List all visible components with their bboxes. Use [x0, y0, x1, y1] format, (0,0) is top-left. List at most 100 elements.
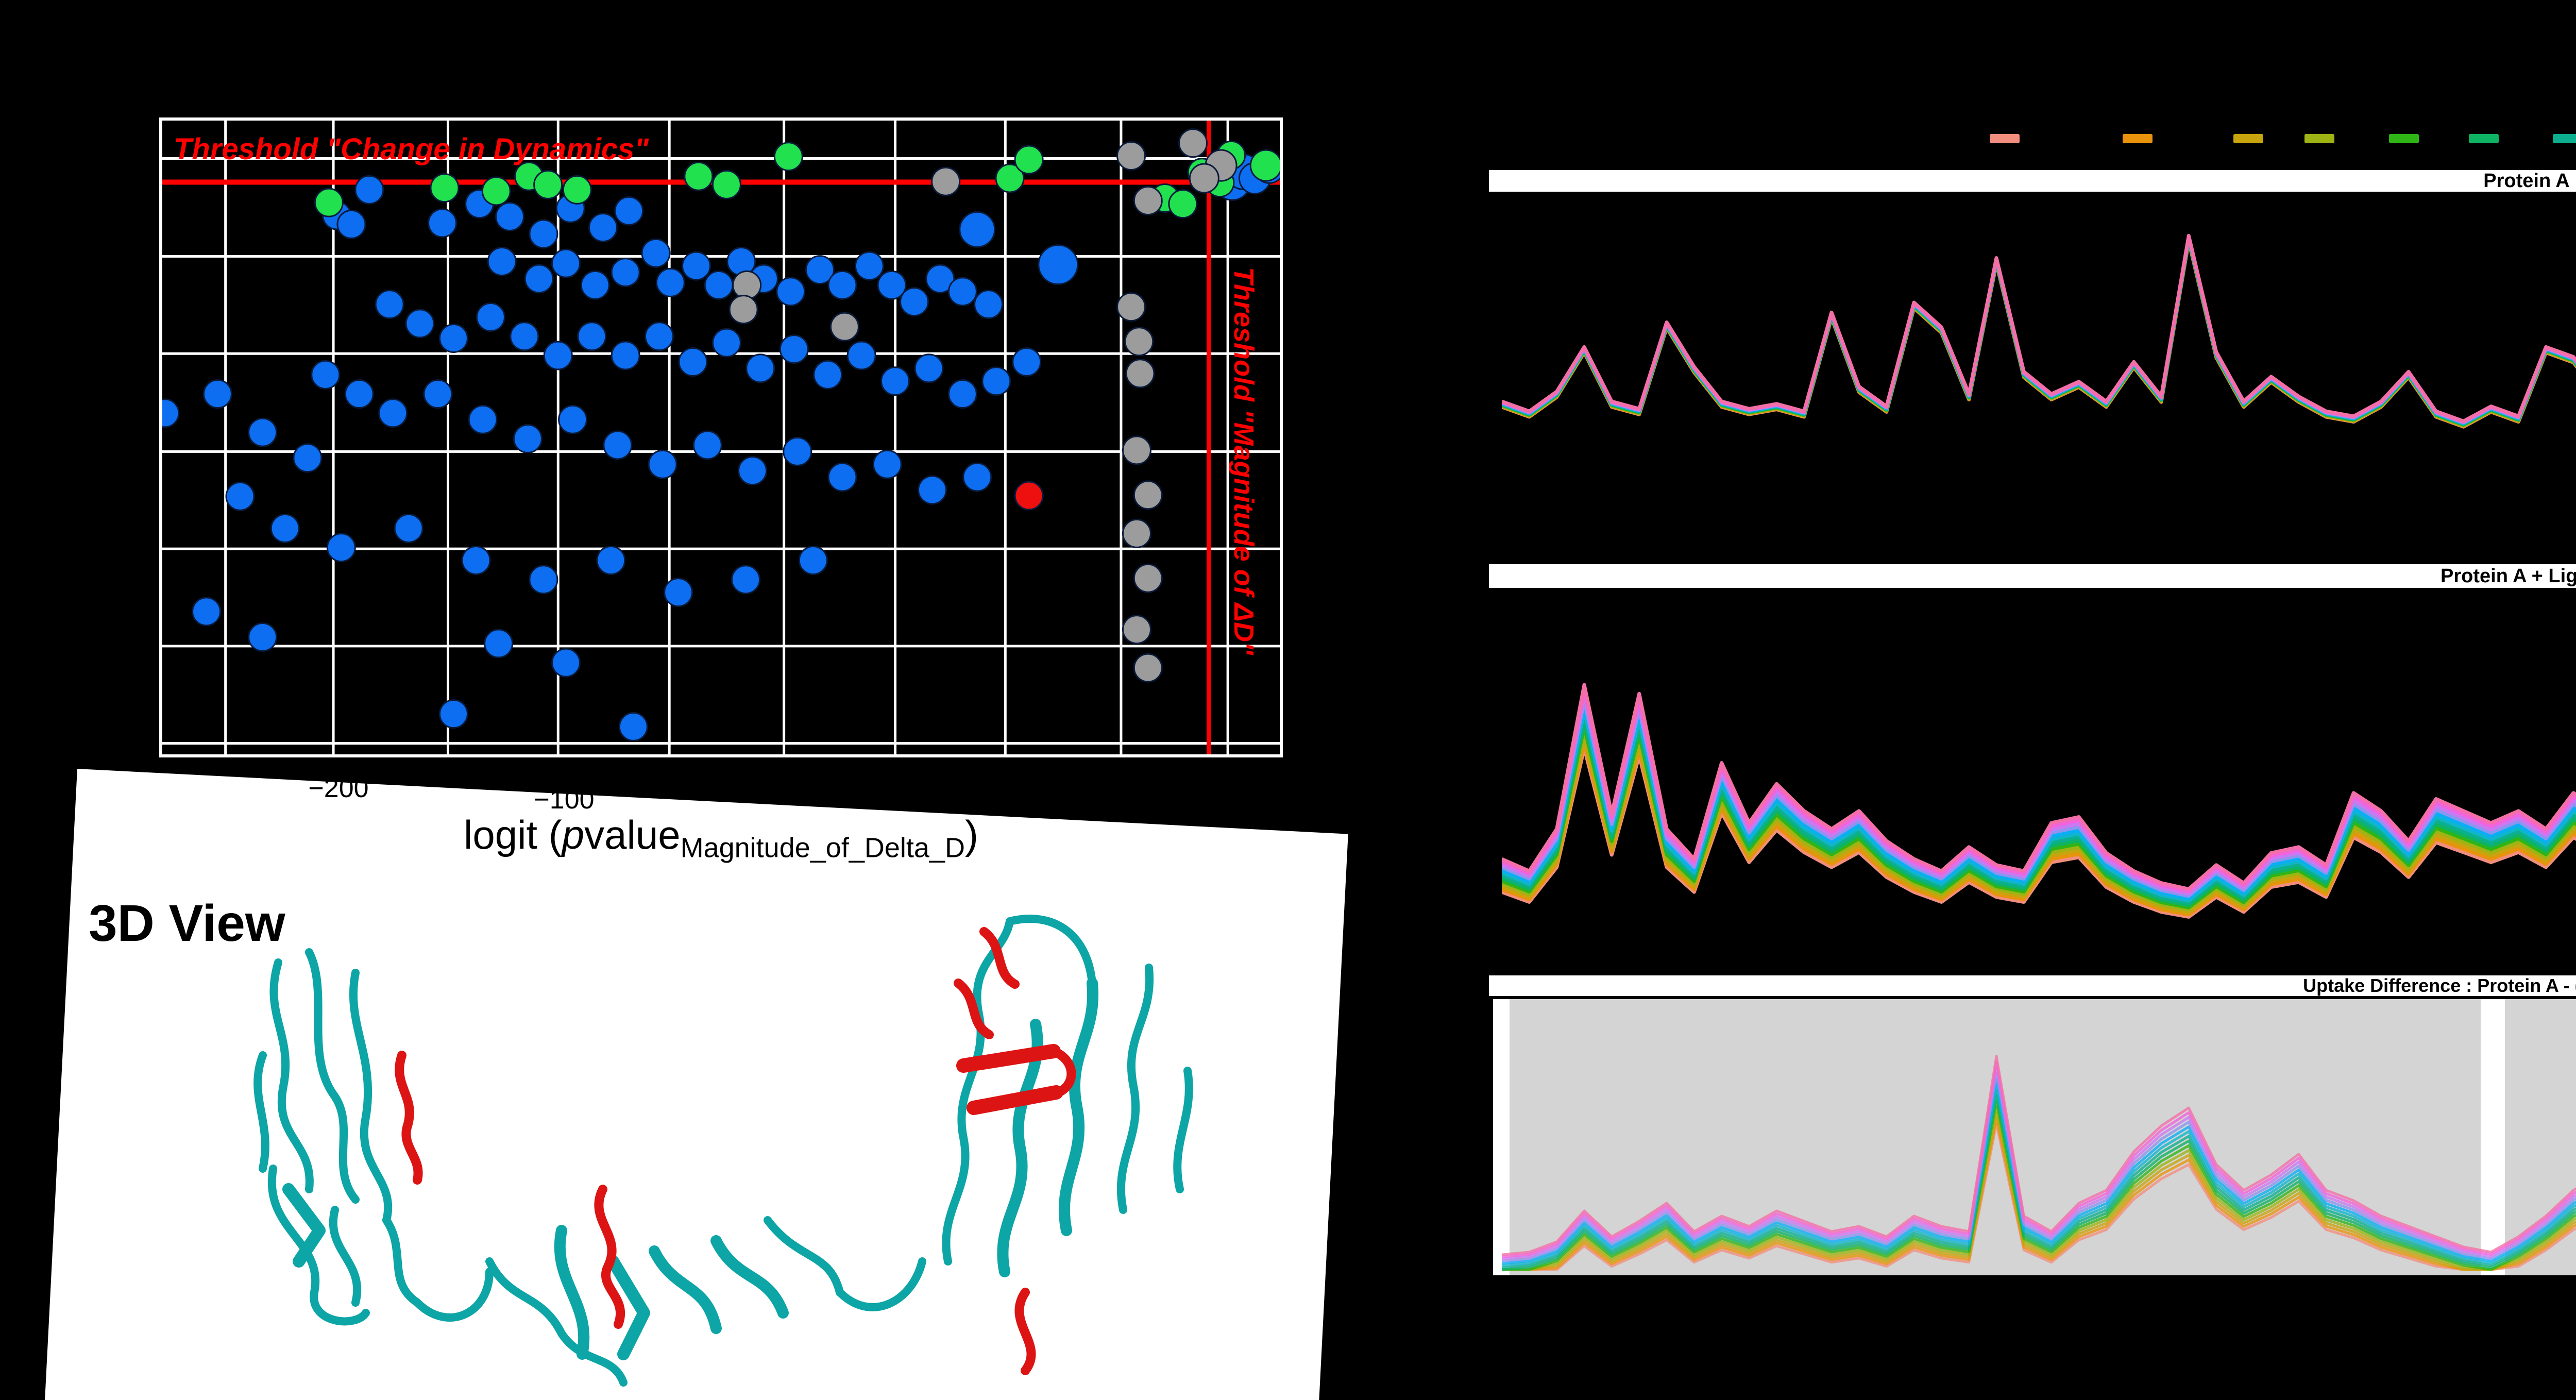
- volcano-point[interactable]: [962, 462, 992, 492]
- volcano-point[interactable]: [827, 270, 857, 300]
- volcano-point[interactable]: [1133, 480, 1163, 510]
- volcano-point[interactable]: [877, 270, 907, 300]
- legend-chip-timepoint-1[interactable]: [1990, 134, 2020, 143]
- volcano-point[interactable]: [580, 270, 610, 300]
- volcano-point[interactable]: [611, 341, 640, 370]
- volcano-point[interactable]: [618, 712, 648, 741]
- volcano-point[interactable]: [405, 309, 435, 339]
- volcano-point[interactable]: [918, 475, 947, 505]
- volcano-point[interactable]: [1168, 189, 1198, 219]
- volcano-point[interactable]: [510, 322, 539, 351]
- volcano-point[interactable]: [461, 545, 491, 575]
- volcano-point[interactable]: [293, 443, 323, 473]
- volcano-point[interactable]: [468, 404, 498, 434]
- volcano-point[interactable]: [731, 565, 760, 595]
- volcano-point[interactable]: [728, 295, 758, 325]
- volcano-point[interactable]: [484, 629, 514, 659]
- legend-chip-timepoint-3[interactable]: [2233, 134, 2263, 143]
- volcano-point[interactable]: [495, 202, 524, 232]
- volcano-point[interactable]: [678, 347, 708, 377]
- volcano-point[interactable]: [1012, 347, 1042, 377]
- volcano-canvas[interactable]: [159, 117, 1283, 757]
- volcano-point[interactable]: [529, 565, 558, 595]
- volcano-point[interactable]: [1125, 359, 1155, 389]
- legend-chip-timepoint-5[interactable]: [2389, 134, 2419, 143]
- volcano-point[interactable]: [476, 302, 505, 332]
- legend-chip-timepoint-2[interactable]: [2123, 134, 2153, 143]
- volcano-point[interactable]: [645, 322, 674, 351]
- volcano-point[interactable]: [947, 277, 977, 307]
- volcano-point[interactable]: [783, 436, 812, 466]
- volcano-point[interactable]: [900, 287, 929, 317]
- volcano-point[interactable]: [1178, 128, 1208, 158]
- volcano-point[interactable]: [487, 246, 517, 276]
- volcano-point[interactable]: [773, 142, 803, 172]
- volcano-point[interactable]: [270, 513, 300, 543]
- legend-chip-timepoint-7[interactable]: [2553, 134, 2576, 143]
- volcano-point[interactable]: [551, 248, 581, 278]
- volcano-point[interactable]: [959, 211, 996, 248]
- volcano-point[interactable]: [596, 545, 626, 575]
- volcano-point[interactable]: [354, 175, 384, 205]
- volcano-point[interactable]: [481, 176, 511, 206]
- volcano-point[interactable]: [558, 404, 588, 434]
- volcano-point[interactable]: [880, 366, 910, 396]
- volcano-point[interactable]: [513, 424, 543, 453]
- uptake-chart-protein-a[interactable]: [1502, 187, 2576, 548]
- protein-structure-3d[interactable]: [201, 901, 1283, 1400]
- volcano-point[interactable]: [1133, 185, 1163, 215]
- volcano-point[interactable]: [314, 188, 344, 217]
- volcano-point[interactable]: [1116, 141, 1146, 171]
- volcano-point[interactable]: [776, 277, 806, 307]
- volcano-point[interactable]: [1249, 149, 1282, 182]
- volcano-point[interactable]: [1038, 244, 1079, 285]
- volcano-point[interactable]: [711, 328, 741, 358]
- volcano-point[interactable]: [641, 238, 671, 268]
- volcano-point[interactable]: [248, 622, 278, 652]
- volcano-point[interactable]: [562, 175, 592, 205]
- volcano-point[interactable]: [1122, 435, 1151, 465]
- volcano-point[interactable]: [336, 209, 366, 239]
- volcano-point[interactable]: [378, 398, 408, 428]
- volcano-point[interactable]: [588, 213, 618, 243]
- volcano-point[interactable]: [995, 163, 1025, 193]
- volcano-point[interactable]: [931, 166, 961, 196]
- legend-chip-timepoint-4[interactable]: [2304, 134, 2334, 143]
- volcano-point[interactable]: [225, 481, 255, 511]
- volcano-point[interactable]: [438, 699, 468, 729]
- uptake-difference-chart[interactable]: [1502, 1000, 2576, 1275]
- volcano-point[interactable]: [543, 341, 573, 370]
- volcano-point[interactable]: [438, 323, 468, 353]
- volcano-point[interactable]: [711, 170, 741, 199]
- volcano-point[interactable]: [423, 379, 453, 409]
- volcano-point[interactable]: [974, 290, 1004, 319]
- volcano-point[interactable]: [603, 430, 633, 460]
- volcano-point[interactable]: [551, 648, 581, 678]
- volcano-point[interactable]: [805, 255, 835, 285]
- volcano-point[interactable]: [914, 353, 944, 383]
- volcano-point[interactable]: [947, 379, 977, 409]
- volcano-point[interactable]: [1014, 145, 1044, 175]
- volcano-point[interactable]: [829, 312, 859, 342]
- volcano-point[interactable]: [813, 360, 843, 390]
- volcano-point[interactable]: [202, 379, 232, 409]
- volcano-point[interactable]: [1116, 292, 1146, 322]
- volcano-point[interactable]: [692, 430, 722, 460]
- volcano-point[interactable]: [738, 456, 768, 486]
- volcano-point[interactable]: [648, 449, 677, 479]
- volcano-point[interactable]: [655, 267, 685, 297]
- volcano-point[interactable]: [529, 219, 558, 249]
- volcano-point[interactable]: [428, 208, 457, 238]
- volcano-point[interactable]: [1189, 163, 1219, 194]
- uptake-chart-protein-a-ligand[interactable]: [1502, 593, 2576, 953]
- volcano-point[interactable]: [524, 264, 554, 294]
- volcano-point[interactable]: [779, 334, 809, 364]
- volcano-point[interactable]: [375, 290, 404, 319]
- volcano-point[interactable]: [614, 196, 644, 226]
- volcano-point[interactable]: [981, 366, 1011, 396]
- volcano-point[interactable]: [1133, 653, 1163, 683]
- volcano-point[interactable]: [704, 270, 734, 300]
- volcano-point[interactable]: [1124, 327, 1154, 357]
- volcano-point[interactable]: [798, 545, 828, 575]
- volcano-point[interactable]: [326, 533, 356, 563]
